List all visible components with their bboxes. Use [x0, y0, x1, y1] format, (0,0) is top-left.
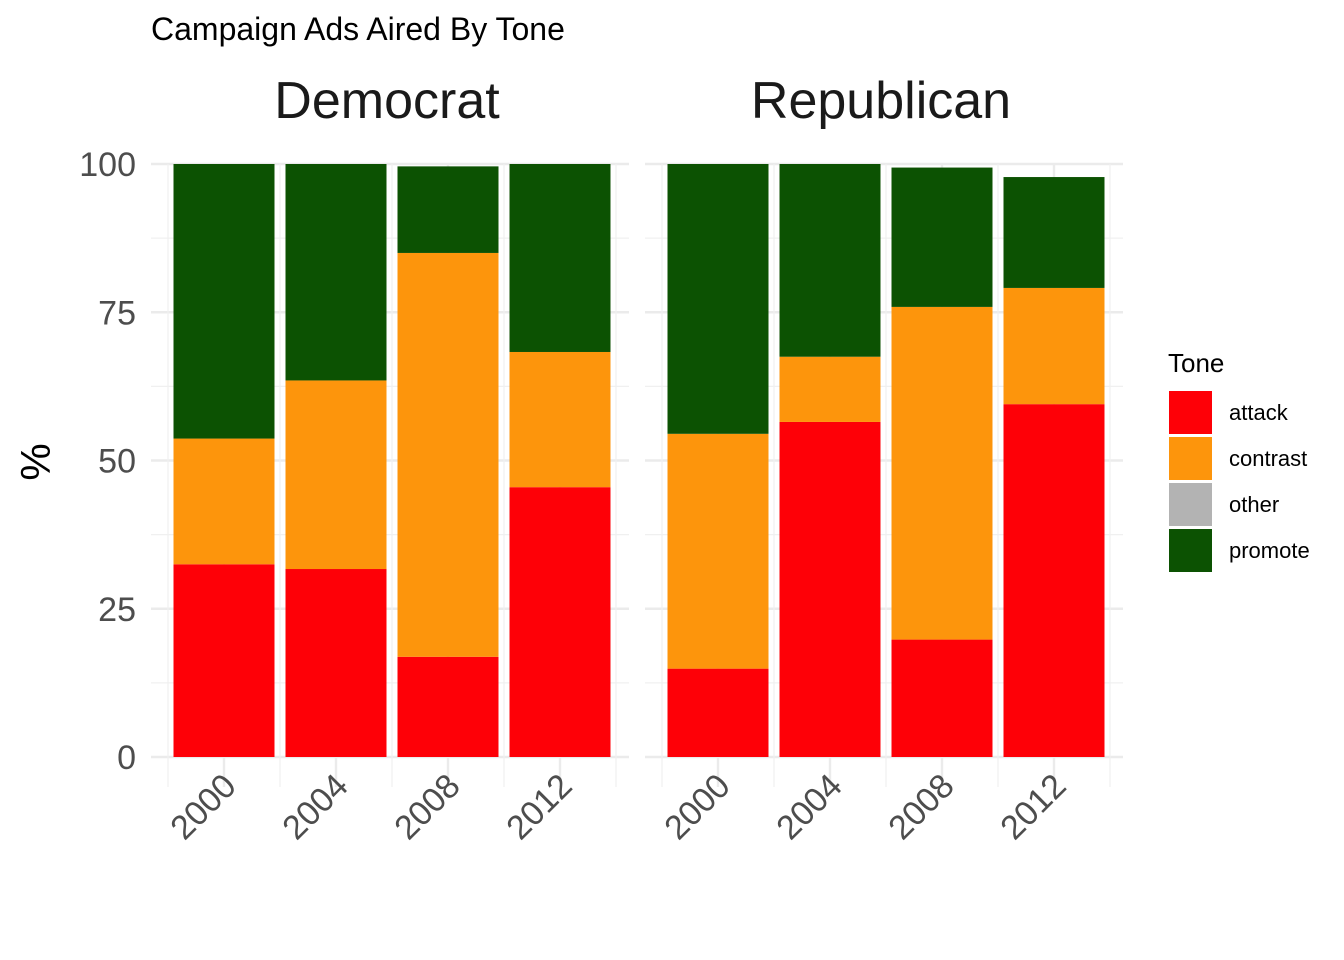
- bar-promote: [1003, 177, 1105, 288]
- legend-label-contrast: contrast: [1229, 446, 1307, 471]
- facet-label: Democrat: [274, 72, 500, 130]
- chart-panels: Democrat 2000 2004 2008 2012 Republican 2000 20…: [79, 72, 1123, 847]
- bar-promote: [667, 164, 769, 434]
- legend-label-other: other: [1229, 492, 1279, 517]
- x-tick-label: 2008: [387, 767, 467, 847]
- panel-republican: Republican 2000 2004 2008 2012: [645, 72, 1123, 847]
- x-tick-label: 2012: [993, 767, 1073, 847]
- bar-contrast: [173, 438, 275, 565]
- legend-key-attack: [1169, 391, 1212, 434]
- legend-key-contrast: [1169, 437, 1212, 480]
- bar-promote: [397, 166, 499, 253]
- bar-attack: [173, 564, 275, 757]
- bar-promote: [173, 164, 275, 439]
- bar-attack: [667, 668, 769, 757]
- x-tick-label: 2012: [499, 767, 579, 847]
- bar-attack: [1003, 404, 1105, 757]
- legend-title: Tone: [1168, 348, 1224, 378]
- bar-contrast: [667, 433, 769, 669]
- y-tick-label: 25: [98, 591, 136, 629]
- x-tick-label: 2000: [657, 767, 737, 847]
- bar-attack: [397, 656, 499, 757]
- legend: Tone attack contrast other promote: [1168, 348, 1310, 572]
- legend-label-attack: attack: [1229, 400, 1289, 425]
- legend-key-promote: [1169, 529, 1212, 572]
- x-tick-label: 2004: [769, 767, 849, 847]
- x-tick-label: 2004: [275, 767, 355, 847]
- legend-key-other: [1169, 483, 1212, 526]
- panel-democrat: Democrat 2000 2004 2008 2012: [151, 72, 629, 847]
- bar-contrast: [891, 306, 993, 640]
- y-axis-label: %: [12, 443, 59, 480]
- bar-attack: [779, 421, 881, 757]
- facet-label: Republican: [751, 72, 1011, 130]
- bar-attack: [509, 487, 611, 757]
- y-tick-label: 50: [98, 443, 136, 481]
- bar-attack: [285, 569, 387, 757]
- bar-contrast: [397, 252, 499, 657]
- bar-promote: [509, 164, 611, 352]
- y-tick-label: 0: [117, 739, 136, 777]
- x-tick-label: 2008: [881, 767, 961, 847]
- bar-promote: [891, 167, 993, 307]
- bar-attack: [891, 639, 993, 757]
- bar-promote: [285, 164, 387, 381]
- y-tick-label: 100: [79, 146, 136, 184]
- bar-promote: [779, 164, 881, 357]
- bar-contrast: [509, 351, 611, 488]
- bar-contrast: [1003, 287, 1105, 405]
- legend-label-promote: promote: [1229, 538, 1310, 563]
- chart-title: Campaign Ads Aired By Tone: [151, 11, 565, 47]
- bar-contrast: [779, 356, 881, 422]
- bar-contrast: [285, 380, 387, 570]
- x-tick-label: 2000: [163, 767, 243, 847]
- y-tick-label: 75: [98, 294, 136, 332]
